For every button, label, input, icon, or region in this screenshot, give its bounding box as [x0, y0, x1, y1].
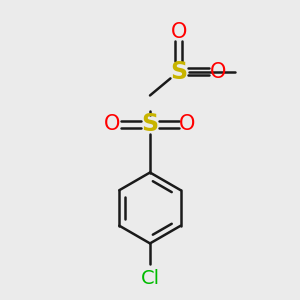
Text: S: S	[141, 112, 159, 136]
Text: Cl: Cl	[140, 269, 160, 288]
Text: S: S	[170, 60, 187, 84]
Text: O: O	[210, 61, 226, 82]
Text: O: O	[170, 22, 187, 42]
Text: O: O	[179, 114, 196, 134]
Text: O: O	[104, 114, 121, 134]
